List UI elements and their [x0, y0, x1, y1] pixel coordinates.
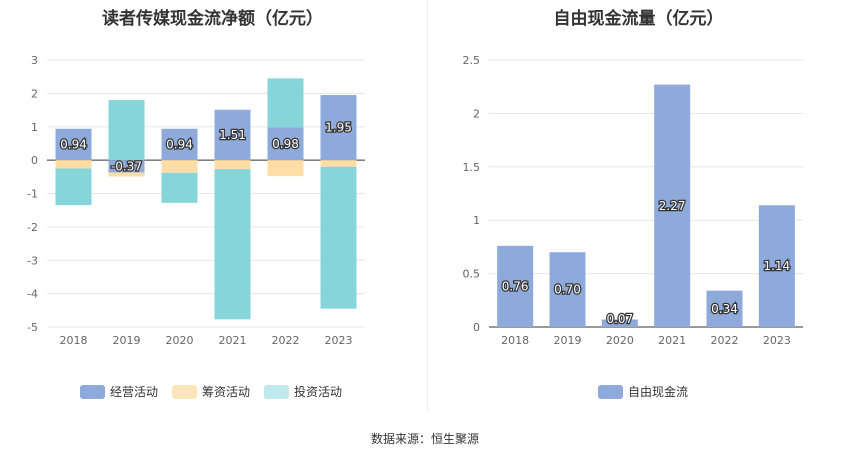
data-label: 1.14	[763, 259, 790, 273]
y-tick-label: 0	[31, 154, 38, 167]
bar-financing	[267, 160, 304, 177]
y-tick-label: 3	[31, 54, 38, 67]
y-tick-label: 2	[473, 107, 480, 120]
bar-investing	[267, 78, 304, 128]
y-tick-label: -3	[27, 254, 38, 267]
data-label: 0.94	[166, 137, 193, 151]
bar-investing	[55, 168, 92, 206]
legend-item-financing[interactable]: 筹资活动	[172, 383, 250, 400]
data-label: 0.76	[502, 279, 529, 293]
bar-operating	[267, 127, 304, 161]
bar-financing	[320, 160, 357, 167]
legend-label-financing: 筹资活动	[202, 385, 251, 399]
y-tick-label: -4	[27, 288, 38, 301]
y-tick-label: 1	[473, 214, 480, 227]
bar-financing	[161, 160, 198, 173]
panel-divider	[427, 0, 428, 410]
legend-item-operating[interactable]: 经营活动	[80, 383, 158, 400]
legend-item-investing[interactable]: 投资活动	[264, 383, 342, 400]
x-tick-label: 2018	[501, 334, 529, 347]
bar-operating	[320, 95, 357, 161]
bar-investing	[161, 172, 198, 203]
x-tick-label: 2022	[272, 334, 300, 347]
legend-label-operating: 经营活动	[110, 385, 159, 399]
bar-fcf	[549, 252, 586, 327]
data-source: 数据来源：恒生聚源	[0, 430, 850, 447]
data-label: 0.70	[554, 283, 581, 297]
legend-label-fcf: 自由现金流	[628, 385, 689, 399]
bar-financing	[108, 172, 145, 177]
legend-item-fcf[interactable]: 自由现金流	[598, 383, 688, 400]
source-name: 恒生聚源	[431, 432, 480, 446]
legend-swatch-investing	[264, 384, 290, 399]
x-tick-label: 2023	[325, 334, 353, 347]
bar-fcf	[497, 245, 534, 327]
legend-swatch-financing	[172, 384, 198, 399]
x-tick-label: 2020	[166, 334, 194, 347]
bar-operating	[214, 109, 251, 161]
data-label: 0.07	[606, 312, 633, 326]
data-label: 0.34	[711, 302, 738, 316]
y-tick-label: 2	[31, 87, 38, 100]
y-tick-label: -5	[27, 321, 38, 334]
source-prefix: 数据来源：	[370, 432, 431, 446]
legend-swatch-operating	[80, 384, 105, 399]
legend-label-investing: 投资活动	[294, 385, 343, 399]
x-tick-label: 2022	[711, 334, 739, 347]
data-label: 1.95	[325, 121, 352, 135]
left-chart-title: 读者传媒现金流净额（亿元）	[102, 9, 323, 29]
right-chart-legend: 自由现金流	[598, 383, 688, 400]
y-tick-label: 1.5	[463, 161, 481, 174]
bar-fcf	[758, 205, 795, 327]
bar-fcf	[654, 84, 691, 328]
x-tick-label: 2023	[763, 334, 791, 347]
y-tick-label: 1	[31, 121, 38, 134]
bar-operating	[108, 160, 145, 173]
legend-swatch-fcf	[598, 384, 623, 399]
x-tick-label: 2018	[60, 334, 88, 347]
bar-financing	[55, 160, 92, 169]
bar-fcf	[601, 319, 638, 327]
cashflow-stacked-bar-chart: 3 2 1 0 -1 -2 -3 -4 -5 0.94 2018 -0.37 2019 0.94 2020 1…	[27, 54, 365, 347]
bar-investing	[320, 166, 357, 309]
data-label: 0.98	[272, 137, 299, 151]
bar-operating	[161, 128, 198, 161]
x-tick-label: 2020	[606, 334, 634, 347]
y-tick-label: 0	[473, 321, 480, 334]
x-tick-label: 2021	[219, 334, 247, 347]
data-label: -0.37	[111, 159, 142, 173]
data-label: 1.51	[219, 128, 246, 142]
x-tick-label: 2021	[658, 334, 686, 347]
bar-operating	[55, 128, 92, 161]
right-chart-title: 自由现金流量（亿元）	[553, 9, 724, 29]
bar-fcf	[706, 290, 743, 327]
y-tick-label: 0.5	[463, 268, 481, 281]
y-tick-label: -2	[27, 221, 38, 234]
bar-investing	[108, 100, 145, 161]
x-tick-label: 2019	[554, 334, 582, 347]
x-tick-label: 2019	[113, 334, 141, 347]
data-label: 2.27	[659, 199, 686, 213]
data-label: 0.94	[60, 137, 87, 151]
y-tick-label: -1	[27, 188, 38, 201]
y-tick-label: 2.5	[463, 54, 481, 67]
free-cashflow-bar-chart: 2.5 2 1.5 1 0.5 0 0.76 2018 0.70 2019 0.07 2020 2.27…	[463, 54, 803, 347]
bar-financing	[214, 160, 251, 170]
bar-investing	[214, 169, 251, 320]
left-chart-legend: 经营活动 筹资活动 投资活动	[80, 383, 342, 400]
